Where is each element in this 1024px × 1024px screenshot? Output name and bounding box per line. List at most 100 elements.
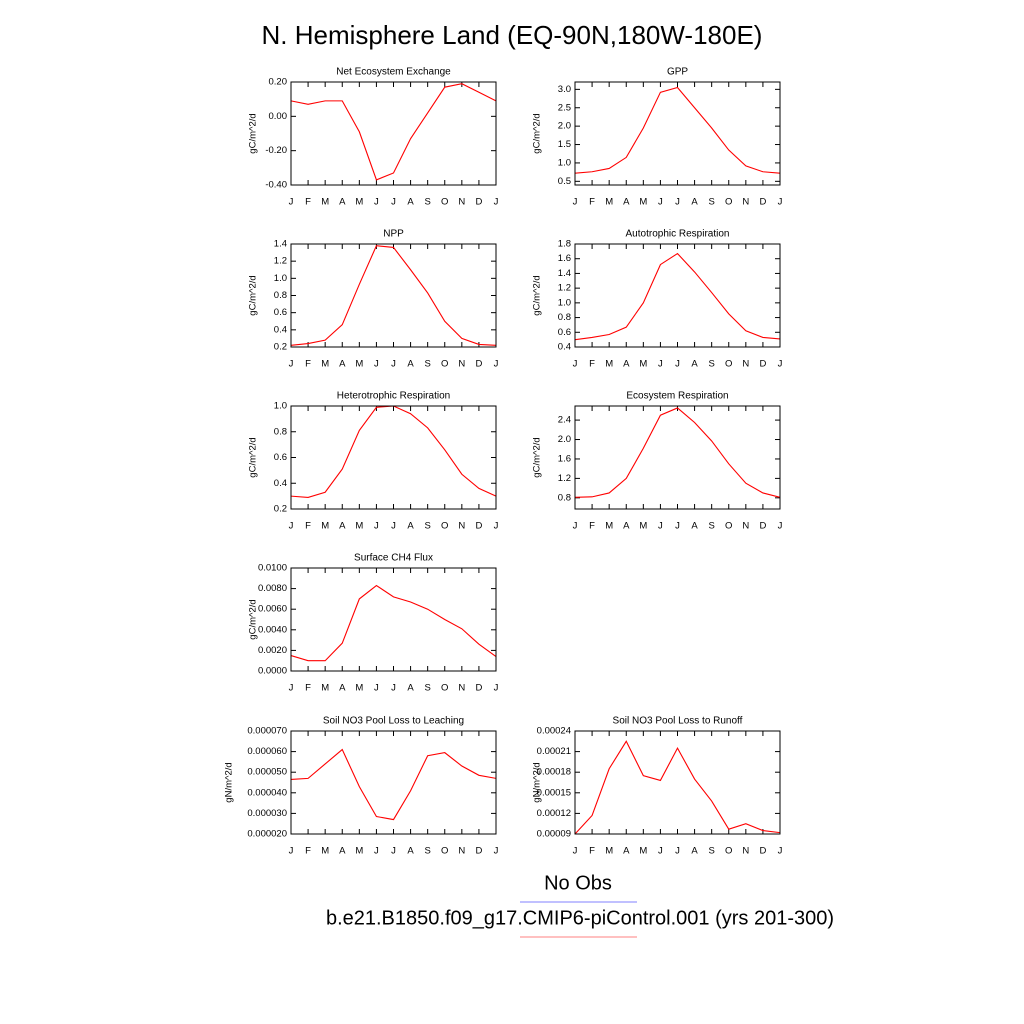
x-tick-label: A <box>407 683 414 694</box>
y-tick-label: 1.6 <box>558 253 571 264</box>
x-tick-label: J <box>494 521 499 532</box>
x-tick-label: J <box>494 846 499 857</box>
plot-frame <box>574 243 781 348</box>
x-tick-label: N <box>458 521 465 532</box>
x-tick-label: O <box>725 846 732 857</box>
y-tick-label: 0.20 <box>269 77 288 88</box>
chart-title: Soil NO3 Pool Loss to Runoff <box>613 716 743 727</box>
x-tick-label: J <box>391 683 396 694</box>
y-tick-label: 0.00 <box>269 111 288 122</box>
data-line <box>290 83 497 181</box>
x-tick-label: N <box>742 846 749 857</box>
x-tick-label: S <box>424 521 430 532</box>
plot-frame <box>290 81 497 186</box>
x-tick-label: J <box>494 359 499 370</box>
x-tick-label: A <box>691 521 698 532</box>
x-tick-label: M <box>639 359 647 370</box>
x-tick-label: J <box>778 521 783 532</box>
x-tick-label: S <box>708 197 714 208</box>
legend-label: b.e21.B1850.f09_g17.CMIP6-piControl.001 … <box>326 907 834 929</box>
x-tick-label: J <box>675 359 680 370</box>
x-tick-label: D <box>759 359 766 370</box>
x-tick-label: J <box>494 197 499 208</box>
x-tick-label: J <box>289 683 294 694</box>
x-tick-label: N <box>458 197 465 208</box>
x-tick-label: J <box>573 359 578 370</box>
data-line <box>290 245 497 346</box>
x-tick-label: M <box>321 683 329 694</box>
x-tick-label: M <box>605 846 613 857</box>
chart-title: NPP <box>383 229 404 240</box>
x-tick-label: J <box>374 197 379 208</box>
y-tick-label: 1.0 <box>274 273 287 284</box>
y-tick-label: 0.8 <box>274 290 287 301</box>
chart-title: Ecosystem Respiration <box>626 391 728 402</box>
chart-title: Surface CH4 Flux <box>354 553 433 564</box>
y-tick-label: 0.6 <box>558 327 571 338</box>
plot-frame <box>290 567 497 672</box>
x-tick-label: J <box>289 846 294 857</box>
y-tick-label: 0.2 <box>274 504 287 515</box>
x-tick-label: A <box>339 683 346 694</box>
y-tick-label: 0.000060 <box>247 746 287 757</box>
x-tick-label: M <box>605 197 613 208</box>
x-tick-label: J <box>778 359 783 370</box>
x-tick-label: S <box>424 846 430 857</box>
y-axis-label: gN/m^2/d <box>224 762 235 802</box>
x-tick-label: J <box>573 521 578 532</box>
x-tick-label: O <box>441 846 448 857</box>
y-tick-label: 0.8 <box>274 426 287 437</box>
x-tick-label: J <box>391 197 396 208</box>
x-tick-label: J <box>675 197 680 208</box>
y-tick-label: 2.5 <box>558 102 571 113</box>
x-tick-label: D <box>759 197 766 208</box>
x-tick-label: M <box>605 521 613 532</box>
x-tick-label: F <box>589 521 595 532</box>
x-tick-label: J <box>658 197 663 208</box>
y-tick-label: 0.4 <box>558 342 571 353</box>
x-tick-label: O <box>725 359 732 370</box>
x-tick-label: O <box>441 521 448 532</box>
x-tick-label: F <box>305 521 311 532</box>
y-tick-label: 0.000020 <box>247 829 287 840</box>
x-tick-label: A <box>623 521 630 532</box>
x-tick-label: N <box>742 359 749 370</box>
figure-title: N. Hemisphere Land (EQ-90N,180W-180E) <box>262 20 763 50</box>
y-tick-label: 0.000040 <box>247 787 287 798</box>
x-tick-label: N <box>458 359 465 370</box>
data-line <box>574 86 781 174</box>
y-tick-label: -0.20 <box>265 145 287 156</box>
y-tick-label: 0.000030 <box>247 808 287 819</box>
y-tick-label: 0.4 <box>274 324 287 335</box>
chart-title: Autotrophic Respiration <box>626 229 730 240</box>
x-tick-label: A <box>339 197 346 208</box>
x-tick-label: M <box>321 197 329 208</box>
plot-frame <box>290 405 497 510</box>
x-tick-label: O <box>725 197 732 208</box>
x-tick-label: M <box>321 521 329 532</box>
y-axis-label: gC/m^2/d <box>532 275 543 315</box>
x-tick-label: A <box>623 197 630 208</box>
x-tick-label: D <box>475 846 482 857</box>
x-tick-label: D <box>475 521 482 532</box>
y-axis-label: gC/m^2/d <box>248 437 259 477</box>
x-tick-label: N <box>458 683 465 694</box>
y-tick-label: 0.00021 <box>537 746 571 757</box>
x-tick-label: S <box>424 359 430 370</box>
y-tick-label: 0.0100 <box>258 563 287 574</box>
x-tick-label: N <box>458 846 465 857</box>
x-tick-label: J <box>374 683 379 694</box>
y-tick-label: 0.4 <box>274 478 287 489</box>
x-tick-label: F <box>589 359 595 370</box>
y-tick-label: 0.6 <box>274 307 287 318</box>
x-tick-label: O <box>725 521 732 532</box>
x-tick-label: N <box>742 521 749 532</box>
x-tick-label: J <box>289 359 294 370</box>
chart-title: Heterotrophic Respiration <box>337 391 450 402</box>
x-tick-label: A <box>407 846 414 857</box>
y-tick-label: 2.0 <box>558 121 571 132</box>
x-tick-label: J <box>391 846 396 857</box>
x-tick-label: M <box>321 359 329 370</box>
x-tick-label: J <box>778 846 783 857</box>
